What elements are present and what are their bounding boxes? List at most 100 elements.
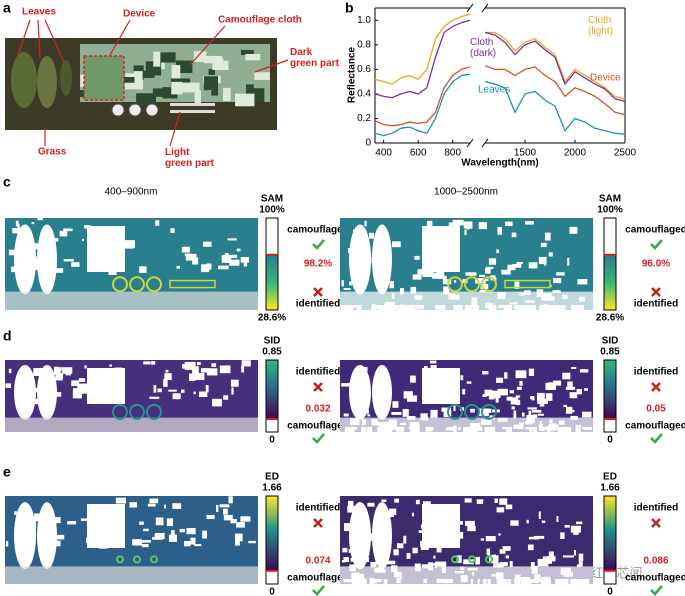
noise (584, 388, 588, 391)
series-label: Cloth (light) (588, 15, 613, 37)
noise (488, 258, 497, 265)
colorbar-min: 0 (269, 587, 275, 596)
noise (228, 496, 233, 504)
leaf-region (349, 224, 371, 295)
noise (212, 398, 222, 407)
y-tick-label: 1.0 (357, 15, 371, 26)
noise (218, 265, 229, 270)
annotation: Camouflage cloth (218, 15, 302, 26)
noise (391, 411, 402, 415)
colorbar-metric: SID (602, 336, 619, 347)
noise (194, 543, 202, 547)
threshold-label: 0.032 (305, 404, 330, 415)
noise (149, 498, 159, 504)
noise (576, 521, 583, 525)
noise (55, 517, 61, 524)
noise (578, 559, 583, 567)
noise (489, 415, 495, 418)
noise (576, 564, 580, 568)
noise (511, 406, 515, 410)
x-tick-label: 800 (444, 148, 461, 159)
noise (388, 508, 397, 515)
noise (526, 519, 529, 524)
camo-patch (211, 87, 219, 96)
noise (567, 381, 573, 388)
upper-label: identified (634, 503, 678, 514)
leaf-region (372, 365, 392, 420)
colorbar-segment (604, 570, 616, 584)
noise (223, 514, 233, 521)
noise (55, 268, 64, 273)
noise (470, 408, 475, 413)
noise (467, 525, 476, 532)
colorbar-frame (265, 495, 279, 585)
colorbar-min: 28.6% (258, 313, 286, 324)
camo-patch (133, 71, 143, 84)
camo-patch (203, 76, 219, 91)
noise (241, 365, 245, 373)
noise (463, 559, 474, 565)
noise (528, 262, 538, 269)
lower-label: camouflaged (625, 421, 685, 432)
lower-label: identified (634, 299, 678, 310)
noise (410, 375, 416, 383)
noise (164, 373, 172, 381)
noise (185, 253, 197, 261)
camo-patch (194, 90, 201, 105)
noise (478, 408, 489, 417)
noise (482, 370, 489, 375)
noise (12, 228, 19, 234)
noise (414, 255, 420, 260)
colorbar-max: 1.66 (262, 483, 282, 494)
camo-patch (153, 51, 161, 67)
colorbar-metric: SAM (599, 194, 621, 205)
wheel (128, 103, 142, 117)
noise (421, 564, 433, 569)
noise (496, 377, 504, 383)
colorbar-segment (266, 218, 278, 255)
series-line (374, 19, 471, 99)
cross-icon (313, 382, 323, 392)
noise (221, 254, 232, 263)
annotation: Grass (38, 147, 67, 158)
series-line (484, 65, 626, 116)
noise (165, 369, 169, 373)
noise (569, 392, 578, 399)
noise (521, 412, 525, 417)
noise (565, 406, 573, 414)
noise (78, 378, 86, 382)
y-tick-label: 0.2 (357, 113, 371, 124)
noise (486, 548, 491, 556)
noise (170, 228, 175, 233)
noise (364, 220, 367, 227)
wheel-region (447, 403, 463, 420)
noise (545, 393, 553, 401)
noise (63, 228, 73, 232)
y-axis-title: Reflectance (347, 46, 358, 103)
noise (37, 218, 43, 221)
noise (385, 560, 396, 565)
leaf-region (349, 365, 371, 420)
noise (496, 249, 500, 254)
leaf-region (37, 365, 57, 420)
colorbar-min: 0 (269, 435, 275, 446)
noise (344, 523, 355, 532)
upper-label: camouflaged (287, 225, 349, 236)
camo-patch (203, 55, 223, 64)
noise (55, 368, 61, 376)
rack (170, 103, 215, 106)
noise (149, 396, 160, 399)
leaf-region (349, 502, 371, 570)
noise (497, 388, 508, 396)
noise (530, 396, 533, 400)
noise (71, 380, 80, 387)
noise (506, 396, 513, 401)
check-icon (312, 433, 325, 444)
noise (196, 362, 201, 366)
noise (176, 265, 181, 269)
noise (241, 360, 251, 367)
annotation: Device (123, 9, 156, 20)
noise (443, 286, 450, 295)
x-tick-label: 1500 (514, 148, 537, 159)
check-icon (650, 239, 663, 250)
